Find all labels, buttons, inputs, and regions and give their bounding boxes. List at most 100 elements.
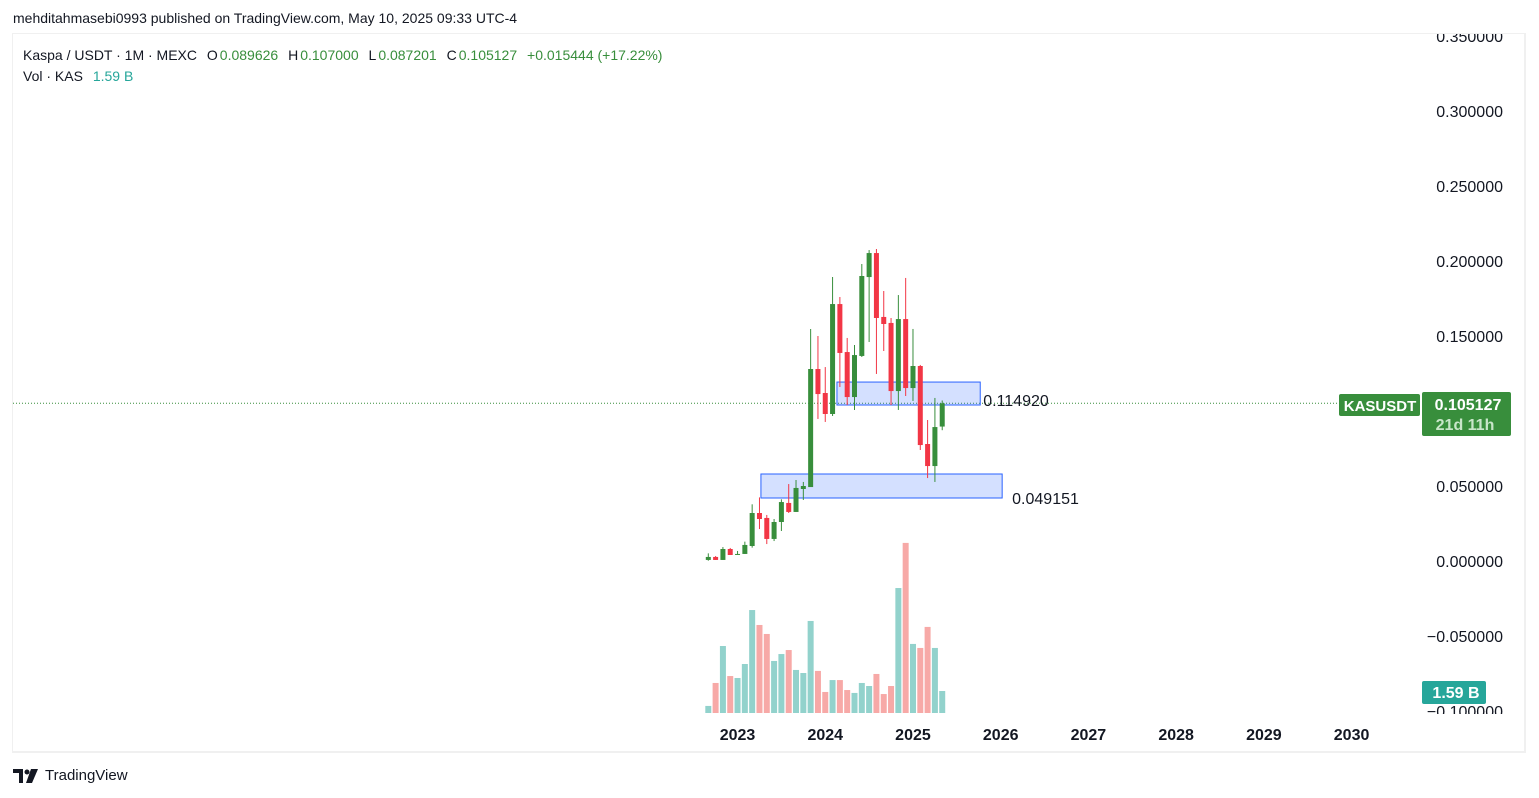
candle-body [786, 502, 792, 512]
candle [778, 499, 784, 531]
candle-body [815, 369, 821, 395]
candle [749, 504, 755, 548]
candle [800, 481, 806, 500]
candle-body [939, 403, 945, 427]
price-axis-label: 0.050000 [1436, 479, 1503, 496]
candle [793, 480, 799, 512]
volume-bar [888, 686, 895, 713]
open-label: O [206, 47, 218, 63]
candle [939, 400, 945, 431]
volume-bar [771, 660, 778, 713]
candle [727, 547, 733, 555]
volume-bar [851, 692, 858, 713]
volume-bar [712, 682, 719, 713]
low-label: L [368, 47, 377, 63]
publisher-line: mehditahmasebi0993 published on TradingV… [13, 10, 518, 26]
price-badge [1422, 392, 1511, 436]
volume-bar [880, 694, 887, 713]
volume-bar [873, 673, 880, 713]
candle-body [837, 304, 843, 353]
candle [735, 550, 741, 555]
candle [917, 364, 923, 450]
candle [866, 250, 872, 342]
time-axis-label: 2024 [807, 727, 843, 744]
volume-bar [924, 626, 931, 713]
candle-body [895, 319, 901, 392]
candle-body [822, 393, 828, 414]
candle-body [764, 517, 770, 539]
candle-body [793, 487, 799, 512]
candle [822, 367, 828, 422]
price-axis-label: 0.150000 [1436, 329, 1503, 346]
price-axis-label: −0.050000 [1427, 629, 1503, 646]
candle-body [720, 549, 726, 560]
support-resistance-box [836, 381, 981, 406]
volume-bar [793, 669, 800, 713]
volume-bar [807, 620, 814, 713]
high-value: 0.107000 [300, 47, 359, 63]
candle [771, 519, 777, 542]
candle [903, 277, 909, 396]
chart-frame [12, 33, 1526, 753]
candle-body [903, 319, 909, 389]
volume-bar [829, 680, 836, 713]
volume-label[interactable]: Vol · KAS [23, 68, 83, 84]
close-value: 0.105127 [458, 47, 518, 63]
tradingview-logo-icon [13, 768, 38, 783]
time-axis-label: 2025 [895, 727, 931, 744]
volume-bar [749, 610, 756, 713]
volume-bar [836, 680, 843, 713]
candle [815, 336, 821, 419]
volume-bar [756, 624, 763, 713]
candle-body [932, 427, 938, 467]
open-value: 0.089626 [219, 47, 279, 63]
candle [852, 345, 857, 410]
candle-body [925, 444, 931, 467]
candle-body [771, 522, 777, 539]
volume-bar [858, 682, 865, 713]
volume-bar [902, 542, 909, 713]
candle [837, 297, 843, 387]
countdown-text: 21d 11h [1436, 417, 1495, 434]
volume-value: 1.59 B [92, 68, 134, 84]
volume-bar [719, 646, 726, 713]
volume-bar [763, 633, 770, 713]
price-axis-label: 0.300000 [1436, 104, 1503, 121]
volume-bar [814, 670, 821, 713]
candle [713, 556, 719, 560]
low-value: 0.087201 [378, 47, 437, 63]
volume-badge-text: 1.59 B [1432, 685, 1479, 702]
chart-legend: Kaspa / USDT · 1M · MEXC O 0.089626 H 0.10… [23, 45, 662, 87]
candle [705, 553, 711, 561]
candle-body [888, 322, 894, 392]
price-axis-label: 0.350000 [1436, 29, 1503, 46]
candle-body [742, 544, 748, 554]
box-price-label: 0.049151 [1012, 491, 1079, 508]
candle [844, 337, 850, 405]
volume-bar [727, 676, 734, 713]
candle-body [859, 276, 865, 356]
price-axis-label: −0.100000 [1427, 704, 1503, 721]
candle-body [830, 304, 836, 414]
candle-body [735, 553, 741, 555]
time-axis-label: 2027 [1071, 727, 1107, 744]
symbol-badge [1339, 394, 1420, 416]
candle [786, 484, 792, 513]
volume-bar [917, 647, 924, 713]
candle-body [713, 556, 719, 560]
volume-bar [705, 705, 712, 713]
candle [895, 295, 901, 410]
volume-bar [822, 691, 829, 713]
legend-symbol[interactable]: Kaspa / USDT · 1M · MEXC [23, 47, 198, 63]
price-axis-label: 0.200000 [1436, 254, 1503, 271]
time-axis-label: 2023 [720, 727, 756, 744]
candle [720, 547, 726, 560]
close-label: C [446, 47, 457, 63]
volume-bar [844, 690, 851, 713]
high-label: H [288, 47, 299, 63]
tradingview-logo[interactable]: TradingView [13, 767, 128, 784]
time-axis-label: 2026 [983, 727, 1019, 744]
candle-body [778, 502, 784, 522]
candle-body [910, 366, 916, 389]
